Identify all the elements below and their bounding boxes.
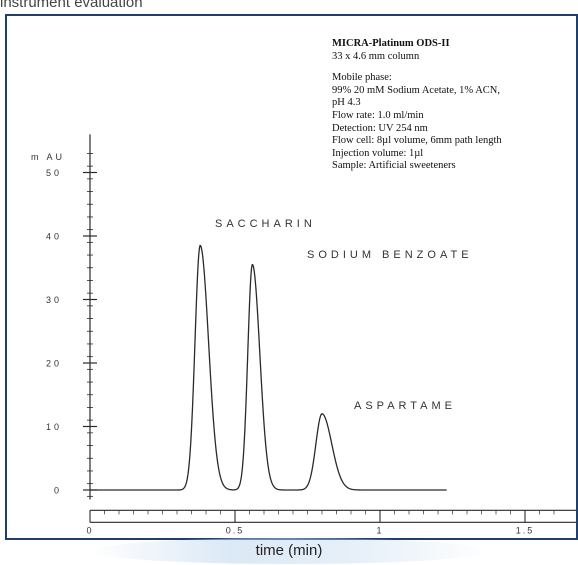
y-tick-label: 10 bbox=[46, 422, 62, 432]
x-axis-label: time (min) bbox=[255, 542, 323, 559]
injection-volume: Injection volume: 1µl bbox=[332, 147, 424, 159]
sample: Sample: Artificial sweeteners bbox=[332, 160, 456, 172]
chromatogram-trace bbox=[90, 244, 447, 491]
peak-apex-sodium-benzoate bbox=[251, 263, 253, 266]
mobile-phase-line2: pH 4.3 bbox=[332, 97, 361, 109]
peak-label-sodium-benzoate: SODIUM BENZOATE bbox=[307, 249, 473, 261]
header-text: instrument evaluation bbox=[0, 0, 143, 11]
peak-label-aspartame: ASPARTAME bbox=[354, 400, 457, 412]
y-tick-label: 30 bbox=[46, 295, 62, 305]
peak-apex-saccharin bbox=[199, 244, 201, 247]
column-name: MICRA-Platinum ODS-II bbox=[332, 38, 450, 49]
detection: Detection: UV 254 nm bbox=[332, 122, 428, 134]
peak-apex-aspartame bbox=[321, 413, 323, 415]
chromatogram-plot: m AU 0 10 20 30 40 50 0 0.5 1 1.5 bbox=[31, 134, 576, 535]
y-axis-unit-label: m AU bbox=[31, 152, 65, 162]
flow-cell: Flow cell: 8µl volume, 6mm path length bbox=[332, 135, 502, 147]
x-tick-label: 0.5 bbox=[226, 525, 245, 535]
x-tick-label: 1 bbox=[376, 525, 383, 535]
y-tick-label: 0 bbox=[54, 486, 62, 496]
peak-label-saccharin: SACCHARIN bbox=[215, 218, 316, 230]
y-tick-label: 40 bbox=[46, 232, 62, 242]
decorative-swoosh bbox=[90, 538, 490, 564]
mobile-phase-line1: 99% 20 mM Sodium Acetate, 1% ACN, bbox=[332, 84, 500, 96]
mobile-phase-label: Mobile phase: bbox=[332, 72, 392, 84]
x-tick-label: 0 bbox=[86, 525, 93, 535]
y-tick-label: 50 bbox=[46, 168, 62, 178]
chart-frame: m AU 0 10 20 30 40 50 0 0.5 1 1.5 MICRA-Platinum … bbox=[5, 14, 578, 540]
flow-rate: Flow rate: 1.0 ml/min bbox=[332, 109, 424, 121]
column-size: 33 x 4.6 mm column bbox=[332, 50, 420, 62]
method-info-panel: MICRA-Platinum ODS-II 33 x 4.6 mm column… bbox=[332, 38, 502, 173]
y-tick-label: 20 bbox=[46, 359, 62, 369]
x-tick-label: 1.5 bbox=[516, 525, 535, 535]
